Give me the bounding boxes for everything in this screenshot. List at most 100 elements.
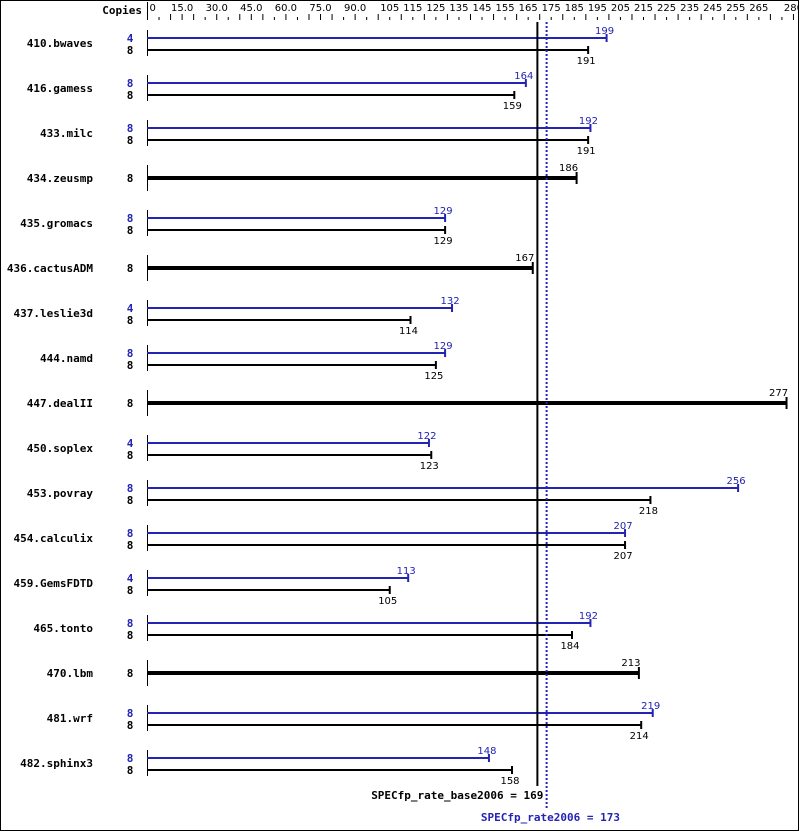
base-value-label: 114 [399,326,418,337]
base-bar [147,499,651,501]
peak-value-label: 219 [641,701,660,712]
axis-tick-label: 245 [703,3,722,14]
base-value-label: 184 [560,641,579,652]
peak-copies: 8 [127,617,134,630]
peak-copies: 4 [127,572,134,585]
peak-bar [147,37,607,39]
peak-value-label: 192 [579,116,598,127]
benchmark-name: 465.tonto [33,622,93,635]
peak-value-label: 122 [417,431,436,442]
axis-tick-label: 225 [657,3,676,14]
benchmark-name: 444.namd [40,352,93,365]
axis-tick-label: 0 [150,3,156,14]
peak-value-label: 129 [434,206,453,217]
benchmark-name: 435.gromacs [20,217,93,230]
base-bar [147,724,642,726]
axis-tick-label: 90.0 [344,3,366,14]
peak-value-label: 199 [595,26,614,37]
benchmark-name: 481.wrf [47,712,93,725]
benchmark-name: 482.sphinx3 [20,757,93,770]
peak-copies: 8 [127,482,134,495]
axis-tick-label: 60.0 [275,3,297,14]
axis-tick-label: 155 [496,3,515,14]
axis-tick-label: 15.0 [171,3,193,14]
peak-value-label: 256 [727,476,746,487]
axis-tick-label: 135 [449,3,468,14]
peak-bar [147,757,489,759]
peak-copies: 8 [127,347,134,360]
peak-copies: 8 [127,212,134,225]
base-copies: 8 [127,539,134,552]
axis-tick-label: 265 [749,3,768,14]
peak-bar [147,712,653,714]
base-bar [147,634,572,636]
peak-summary-label: SPECfp_rate2006 = 173 [481,811,620,824]
base-copies: 8 [127,44,134,57]
peak-value-label: 148 [477,746,496,757]
peak-value-label: 132 [440,296,459,307]
peak-bar [147,307,453,309]
axis-tick-label: 145 [472,3,491,14]
base-copies: 8 [127,764,134,777]
axis-tick-label: 115 [403,3,422,14]
benchmark-name: 416.gamess [27,82,93,95]
base-value-label: 186 [559,163,578,174]
peak-bar [147,442,429,444]
base-bar [147,49,589,51]
base-value-label: 191 [577,146,596,157]
peak-bar [147,127,591,129]
peak-bar [147,352,446,354]
peak-bar [147,532,626,534]
peak-copies: 8 [127,752,134,765]
base-bar [147,769,513,771]
benchmark-name: 450.soplex [27,442,94,455]
base-bar [147,454,432,456]
peak-value-label: 113 [397,566,416,577]
base-copies: 8 [127,262,134,275]
base-copies: 8 [127,629,134,642]
base-copies: 8 [127,89,134,102]
peak-value-label: 129 [434,341,453,352]
benchmark-name: 436.cactusADM [7,262,93,275]
peak-bar [147,82,526,84]
base-value-label: 159 [503,101,522,112]
copies-header: Copies [102,4,142,17]
base-value-label: 207 [614,551,633,562]
axis-tick-label: 195 [588,3,607,14]
axis-tick-label: 205 [611,3,630,14]
benchmark-name: 470.lbm [47,667,94,680]
benchmark-name: 454.calculix [14,532,94,545]
axis-tick-label: 30.0 [206,3,228,14]
benchmark-name: 453.povray [27,487,94,500]
base-value-label: 123 [420,461,439,472]
base-copies: 8 [127,667,134,680]
benchmark-name: 437.leslie3d [14,307,93,320]
base-value-label: 218 [639,506,658,517]
benchmark-name: 433.milc [40,127,93,140]
base-value-label: 214 [630,731,649,742]
peak-bar [147,577,409,579]
axis-tick-label: 185 [565,3,584,14]
base-bar [147,364,436,366]
benchmark-name: 459.GemsFDTD [14,577,94,590]
peak-value-label: 192 [579,611,598,622]
peak-copies: 8 [127,77,134,90]
axis-tick-label: 215 [634,3,653,14]
base-bar [147,401,787,405]
base-copies: 8 [127,359,134,372]
base-value-label: 167 [515,253,534,264]
base-value-label: 158 [500,776,519,787]
base-bar [147,589,390,591]
base-copies: 8 [127,449,134,462]
base-bar [147,139,589,141]
base-bar [147,544,626,546]
base-summary-label: SPECfp_rate_base2006 = 169 [371,789,543,802]
axis-tick-label: 165 [519,3,538,14]
base-value-label: 129 [434,236,453,247]
peak-bar [147,487,739,489]
axis-tick-label: 255 [726,3,745,14]
peak-bar [147,622,591,624]
